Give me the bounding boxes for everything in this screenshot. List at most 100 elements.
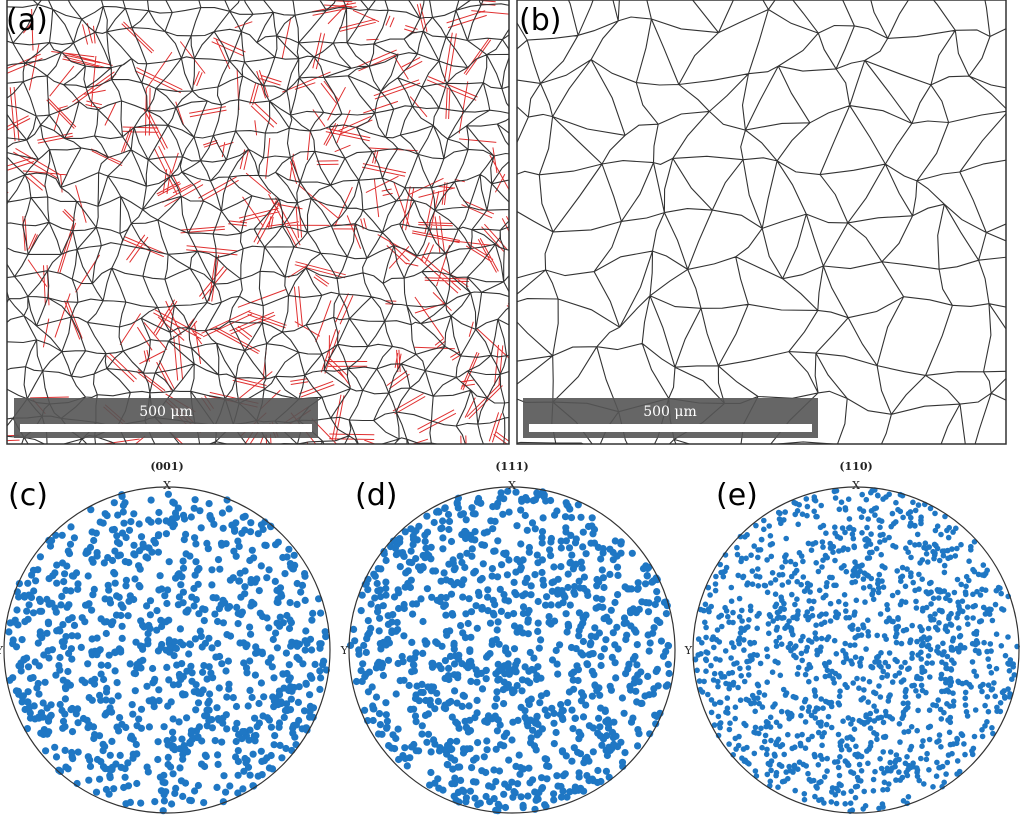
pole-point [783,690,790,696]
pole-point [755,583,762,589]
pole-point [419,649,427,658]
pole-point [725,613,731,620]
pole-point [139,540,147,548]
pole-point [703,668,709,674]
pole-point [599,574,608,582]
pole-point [121,499,129,507]
pole-point [219,719,227,727]
pole-point [934,759,940,766]
pole-point [315,595,323,603]
pole-point [557,793,566,801]
pole-point [862,536,868,543]
pole-point [453,499,461,507]
pole-point [320,657,328,665]
pole-point [510,622,519,630]
pole-point [568,551,576,559]
pole-point [448,610,456,618]
pole-point [543,593,551,601]
pole-point [941,548,947,554]
pole-point [513,682,521,690]
pole-point [350,625,358,634]
pole-point [964,713,971,719]
pole-point [703,649,709,655]
pole-point [582,701,590,709]
pole-point [423,738,431,746]
pole-point [412,718,420,726]
pole-point [199,668,207,676]
pole-figure-circle [348,486,676,814]
pole-point [993,631,1000,637]
pole-point [355,646,363,654]
pole-point [610,718,618,726]
pole-point [467,633,475,641]
pole-point [751,695,757,701]
pole-point [517,793,525,801]
pole-point [274,598,282,607]
pole-point [863,712,869,718]
pole-point [43,595,51,604]
pole-point [732,735,739,742]
pole-point [926,736,933,743]
pole-point [427,748,435,756]
pole-point [852,794,859,801]
pole-point [363,635,371,643]
pole-point [456,552,464,560]
pole-point [792,561,799,568]
pole-point [979,727,985,733]
pole-point [67,587,75,595]
pole-point [611,659,619,667]
pole-point [877,611,884,617]
pole-point [562,610,570,618]
pole-point [908,514,914,521]
pole-point [294,698,302,707]
pole-point [896,756,902,763]
pole-point [936,620,942,626]
pole-point [869,488,875,494]
pole-point [849,531,856,537]
pole-point [864,555,871,561]
pole-point [60,578,68,586]
pole-point [265,624,273,632]
pole-point [837,739,844,746]
pole-point [561,513,570,521]
pole-figure-title: (001) [150,460,183,473]
pole-point [124,612,132,620]
pole-point [890,618,896,625]
pole-point [504,783,512,791]
pole-point [384,656,393,664]
pole-point [302,724,310,732]
pole-point [926,635,933,641]
pole-point [274,538,282,546]
pole-point [512,668,520,676]
pole-point [426,685,435,693]
pole-point [117,648,125,656]
pole-point [808,605,815,612]
pole-point [644,631,652,639]
pole-point [875,585,882,591]
pole-point [200,799,208,807]
pole-point [61,570,69,578]
pole-point [914,531,921,538]
pole-point [927,723,934,730]
pole-point [442,576,450,584]
pole-point [819,742,825,749]
pole-point [136,565,144,573]
pole-point [660,598,669,607]
pole-point [715,678,721,685]
pole-point [478,603,486,612]
pole-point [165,636,173,644]
panel-label: (e) [716,478,758,513]
pole-point [875,653,882,660]
pole-point [904,566,910,572]
pole-point [728,655,734,661]
pole-point [958,581,964,588]
pole-point [37,729,45,737]
pole-point [914,727,920,734]
pole-point [59,621,67,629]
pole-point [18,636,26,644]
pole-point [807,589,813,595]
pole-point [301,596,309,605]
pole-point [622,670,630,678]
pole-point [45,728,53,736]
pole-point [842,651,849,657]
